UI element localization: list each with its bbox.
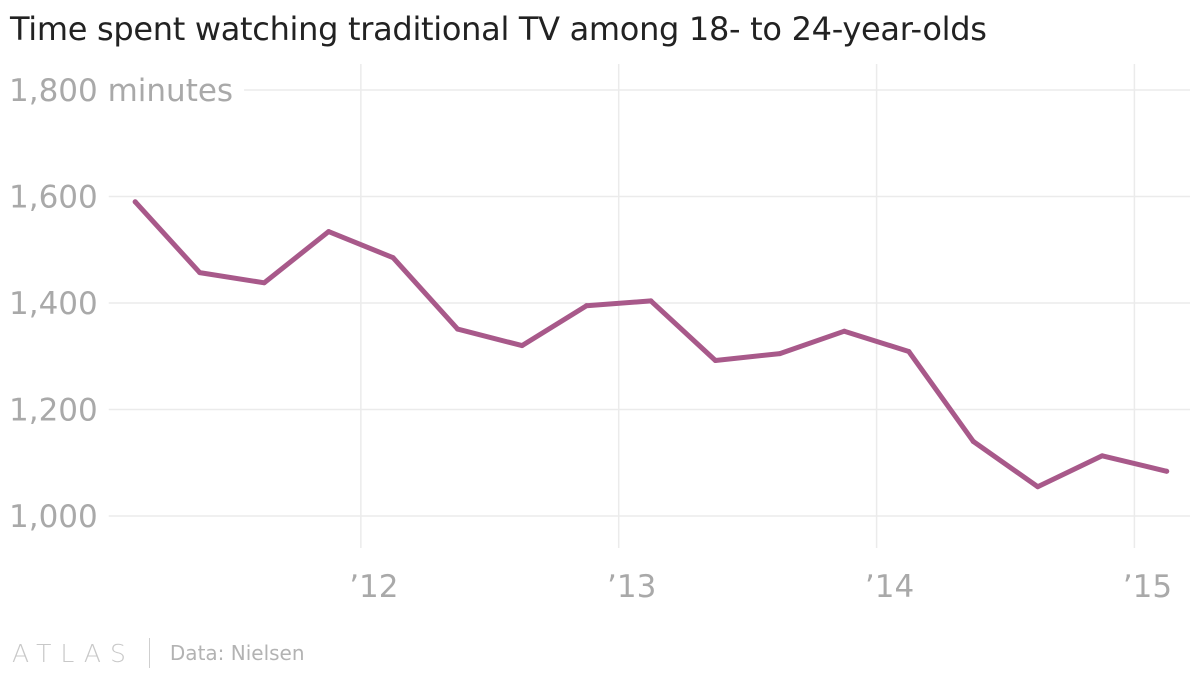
data-point — [648, 298, 654, 304]
data-source: Data: Nielsen — [169, 641, 305, 665]
data-point — [1035, 484, 1041, 490]
atlas-logo: ATLAS — [12, 638, 135, 668]
series-line — [132, 199, 1170, 490]
y-tick-label: 1,600 — [9, 180, 98, 216]
x-tick-label: ’15 — [1123, 569, 1172, 605]
data-point — [583, 303, 589, 309]
data-point — [132, 199, 138, 205]
data-point — [906, 348, 912, 354]
data-point — [712, 358, 718, 364]
data-point — [1099, 453, 1105, 459]
grid-lines — [108, 64, 1190, 548]
data-point — [326, 229, 332, 235]
y-tick-label: 1,000 — [9, 499, 98, 535]
x-tick-label: ’13 — [607, 569, 656, 605]
data-point — [197, 270, 203, 276]
x-tick-label: ’14 — [865, 569, 914, 605]
series-lines — [132, 199, 1170, 490]
y-tick-label: 1,200 — [9, 393, 98, 429]
data-point — [841, 328, 847, 334]
line-chart: 1,000 1,200 1,400 1,600 1,800 minutes ’12 ’13… — [9, 64, 1190, 605]
data-point — [777, 351, 783, 357]
data-point — [1164, 468, 1170, 474]
footer-divider — [148, 638, 150, 668]
y-axis-tick-labels: 1,000 1,200 1,400 1,600 1,800 minutes — [9, 73, 233, 535]
data-point — [970, 438, 976, 444]
x-tick-label: ’12 — [349, 569, 398, 605]
data-point — [455, 326, 461, 332]
y-tick-label: 1,400 — [9, 286, 98, 322]
data-point — [390, 255, 396, 261]
data-point — [519, 343, 525, 349]
chart-title: Time spent watching traditional TV among… — [10, 10, 987, 48]
y-tick-label: 1,800 minutes — [9, 73, 233, 109]
footer: ATLAS Data: Nielsen — [12, 636, 305, 670]
x-axis-tick-labels: ’12 ’13 ’14 ’15 — [349, 569, 1172, 605]
data-point — [261, 280, 267, 286]
